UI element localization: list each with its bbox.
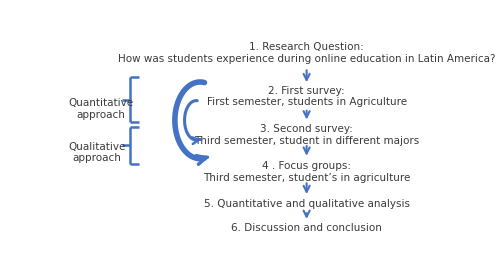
Text: 5. Quantitative and qualitative analysis: 5. Quantitative and qualitative analysis bbox=[204, 199, 410, 209]
Text: 3. Second survey:
Third semester, student in different majors: 3. Second survey: Third semester, studen… bbox=[194, 124, 419, 146]
Text: Quantitative
approach: Quantitative approach bbox=[68, 98, 134, 120]
Text: 2. First survey:
First semester, students in Agriculture: 2. First survey: First semester, student… bbox=[206, 86, 406, 107]
Text: 4 . Focus groups:
Third semester, student’s in agriculture: 4 . Focus groups: Third semester, studen… bbox=[203, 161, 410, 183]
Text: 6. Discussion and conclusion: 6. Discussion and conclusion bbox=[231, 223, 382, 233]
Text: Qualitative
approach: Qualitative approach bbox=[68, 141, 126, 163]
Text: 1. Research Question:
How was students experience during online education in Lat: 1. Research Question: How was students e… bbox=[118, 42, 496, 64]
